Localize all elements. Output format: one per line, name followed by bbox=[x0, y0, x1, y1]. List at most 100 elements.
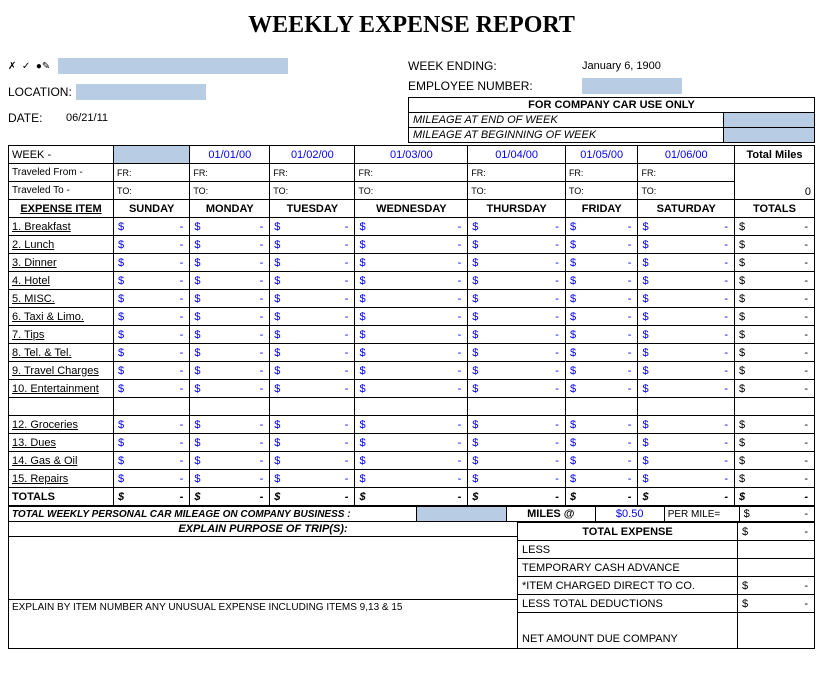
expense-cell[interactable]: $- bbox=[638, 434, 735, 452]
expense-cell[interactable]: $- bbox=[468, 308, 566, 326]
expense-cell[interactable]: $- bbox=[565, 218, 638, 236]
expense-cell[interactable]: $- bbox=[190, 452, 270, 470]
to-cell[interactable]: TO: bbox=[638, 182, 735, 200]
expense-cell[interactable]: $- bbox=[355, 236, 468, 254]
expense-cell[interactable]: $- bbox=[270, 380, 355, 398]
expense-cell[interactable]: $- bbox=[114, 344, 190, 362]
expense-cell[interactable]: $- bbox=[114, 362, 190, 380]
expense-cell[interactable]: $- bbox=[468, 236, 566, 254]
expense-cell[interactable]: $- bbox=[114, 308, 190, 326]
expense-cell[interactable]: $- bbox=[270, 362, 355, 380]
expense-cell[interactable]: $- bbox=[468, 254, 566, 272]
expense-cell[interactable]: $- bbox=[565, 380, 638, 398]
expense-cell[interactable]: $- bbox=[638, 362, 735, 380]
expense-cell[interactable] bbox=[355, 398, 468, 416]
expense-cell[interactable]: $- bbox=[468, 272, 566, 290]
expense-cell[interactable]: $- bbox=[270, 272, 355, 290]
expense-cell[interactable]: $- bbox=[638, 380, 735, 398]
expense-cell[interactable] bbox=[468, 398, 566, 416]
expense-cell[interactable]: $- bbox=[468, 290, 566, 308]
expense-cell[interactable]: $- bbox=[190, 470, 270, 488]
to-cell[interactable]: TO: bbox=[190, 182, 270, 200]
expense-cell[interactable]: $- bbox=[468, 416, 566, 434]
to-cell[interactable]: TO: bbox=[468, 182, 566, 200]
expense-cell[interactable] bbox=[114, 398, 190, 416]
expense-cell[interactable]: $- bbox=[270, 344, 355, 362]
expense-cell[interactable]: $- bbox=[270, 218, 355, 236]
expense-cell[interactable]: $- bbox=[565, 290, 638, 308]
expense-cell[interactable]: $- bbox=[190, 218, 270, 236]
mileage-begin-input[interactable] bbox=[724, 128, 814, 142]
expense-cell[interactable] bbox=[638, 398, 735, 416]
to-cell[interactable]: TO: bbox=[565, 182, 638, 200]
expense-cell[interactable]: $- bbox=[355, 308, 468, 326]
expense-cell[interactable]: $- bbox=[565, 470, 638, 488]
expense-cell[interactable]: $- bbox=[638, 218, 735, 236]
less-value[interactable] bbox=[738, 541, 815, 559]
expense-cell[interactable]: $- bbox=[468, 434, 566, 452]
expense-cell[interactable]: $- bbox=[270, 452, 355, 470]
expense-cell[interactable]: $- bbox=[270, 434, 355, 452]
expense-cell[interactable]: $- bbox=[270, 254, 355, 272]
mileage-end-input[interactable] bbox=[724, 113, 814, 127]
expense-cell[interactable]: $- bbox=[638, 326, 735, 344]
expense-cell[interactable]: $- bbox=[355, 344, 468, 362]
to-cell[interactable]: TO: bbox=[270, 182, 355, 200]
expense-cell[interactable]: $- bbox=[270, 326, 355, 344]
employee-number-input[interactable] bbox=[582, 78, 682, 94]
temp-cash-value[interactable] bbox=[738, 559, 815, 577]
expense-cell[interactable]: $- bbox=[114, 218, 190, 236]
to-cell[interactable]: TO: bbox=[355, 182, 468, 200]
expense-cell[interactable]: $- bbox=[114, 254, 190, 272]
expense-cell[interactable]: $- bbox=[638, 254, 735, 272]
fr-cell[interactable]: FR: bbox=[565, 164, 638, 182]
expense-cell[interactable]: $- bbox=[638, 236, 735, 254]
expense-cell[interactable]: $- bbox=[355, 470, 468, 488]
fr-cell[interactable]: FR: bbox=[190, 164, 270, 182]
expense-cell[interactable]: $- bbox=[355, 452, 468, 470]
expense-cell[interactable]: $- bbox=[114, 290, 190, 308]
expense-cell[interactable]: $- bbox=[270, 416, 355, 434]
expense-cell[interactable]: $- bbox=[114, 272, 190, 290]
expense-cell[interactable]: $- bbox=[190, 290, 270, 308]
expense-cell[interactable]: $- bbox=[114, 326, 190, 344]
to-cell[interactable]: TO: bbox=[114, 182, 190, 200]
expense-cell[interactable] bbox=[190, 398, 270, 416]
fr-cell[interactable]: FR: bbox=[355, 164, 468, 182]
expense-cell[interactable]: $- bbox=[190, 326, 270, 344]
expense-cell[interactable]: $- bbox=[468, 326, 566, 344]
expense-cell[interactable]: $- bbox=[355, 218, 468, 236]
expense-cell[interactable]: $- bbox=[355, 326, 468, 344]
expense-cell[interactable]: $- bbox=[355, 362, 468, 380]
expense-cell[interactable]: $- bbox=[270, 236, 355, 254]
explain-purpose-body[interactable] bbox=[9, 537, 517, 599]
expense-cell[interactable]: $- bbox=[468, 452, 566, 470]
expense-cell[interactable]: $- bbox=[638, 452, 735, 470]
expense-cell[interactable] bbox=[270, 398, 355, 416]
expense-cell[interactable]: $- bbox=[355, 272, 468, 290]
expense-cell[interactable]: $- bbox=[468, 344, 566, 362]
expense-cell[interactable]: $- bbox=[190, 416, 270, 434]
expense-cell[interactable]: $- bbox=[114, 470, 190, 488]
location-input[interactable] bbox=[76, 84, 206, 100]
fr-cell[interactable]: FR: bbox=[638, 164, 735, 182]
expense-cell[interactable]: $- bbox=[638, 470, 735, 488]
expense-cell[interactable]: $- bbox=[565, 416, 638, 434]
expense-cell[interactable]: $- bbox=[638, 272, 735, 290]
expense-cell[interactable]: $- bbox=[355, 254, 468, 272]
expense-cell[interactable]: $- bbox=[565, 272, 638, 290]
expense-cell[interactable]: $- bbox=[565, 236, 638, 254]
expense-cell[interactable]: $- bbox=[114, 452, 190, 470]
explain-unusual-body[interactable] bbox=[9, 615, 517, 633]
expense-cell[interactable]: $- bbox=[468, 470, 566, 488]
expense-cell[interactable]: $- bbox=[355, 434, 468, 452]
expense-cell[interactable]: $- bbox=[270, 470, 355, 488]
expense-cell[interactable]: $- bbox=[190, 380, 270, 398]
expense-cell[interactable]: $- bbox=[565, 434, 638, 452]
name-input[interactable] bbox=[58, 58, 288, 74]
expense-cell[interactable]: $- bbox=[468, 380, 566, 398]
expense-cell[interactable]: $- bbox=[355, 290, 468, 308]
expense-cell[interactable]: $- bbox=[190, 362, 270, 380]
expense-cell[interactable]: $- bbox=[355, 416, 468, 434]
expense-cell[interactable]: $- bbox=[270, 308, 355, 326]
